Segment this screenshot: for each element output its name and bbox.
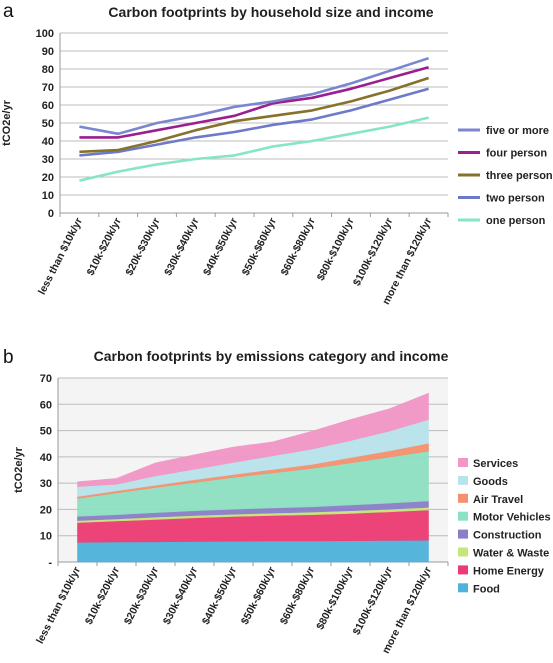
y-tick-label: 70	[42, 82, 54, 94]
y-tick-label: 20	[42, 172, 54, 184]
y-tick-label: 40	[40, 452, 52, 464]
x-tick-label: $50k-$60k/yr	[239, 565, 278, 627]
legend-swatch-air-travel	[458, 493, 468, 503]
y-tick-label: 40	[42, 136, 54, 148]
x-tick-label: $30k-$40k/yr	[161, 565, 200, 627]
line-three-person-series	[79, 76, 430, 154]
line-two-person-series	[79, 87, 429, 157]
legend-label-goods: Goods	[473, 476, 508, 488]
y-tick-label: 0	[48, 208, 54, 220]
legend-label-construction: Construction	[473, 530, 542, 542]
x-tick-label: $80k-$100k/yr	[314, 565, 356, 632]
area-services	[77, 392, 429, 487]
legend-label-motor-vehicles: Motor Vehicles	[473, 512, 551, 524]
legend-swatch-home-energy	[458, 565, 468, 575]
y-tick-label: 80	[42, 64, 54, 76]
legend-swatch-construction	[458, 529, 468, 539]
legend-swatch-food	[458, 583, 468, 593]
legend-label-services: Services	[473, 458, 518, 470]
y-tick-label: 30	[42, 154, 54, 166]
legend-label-food: Food	[473, 583, 500, 595]
x-tick-label: $40k-$50k/yr	[200, 565, 239, 627]
line-one-person-series	[79, 116, 429, 182]
legend-label-three-person: three person	[486, 170, 553, 182]
legend-label-air-travel: Air Travel	[473, 494, 523, 506]
y-tick-label: 100	[36, 28, 54, 40]
x-tick-label: $10k-$20k/yr	[83, 565, 122, 627]
y-tick-label: 50	[40, 426, 52, 438]
legend-label-one-person: one person	[486, 215, 546, 227]
x-tick-label: $60k-$80k/yr	[279, 216, 318, 278]
x-tick-label: $60k-$80k/yr	[278, 565, 317, 627]
x-tick-label: less than $10k/yr	[36, 216, 85, 297]
y-axis-label: tCO2e/yr	[13, 446, 25, 493]
legend-swatch-services	[458, 458, 468, 467]
panel-label: b	[3, 347, 14, 368]
y-tick-label: 20	[40, 504, 52, 516]
chart-title: Carbon footprints by household size and …	[108, 4, 433, 20]
x-tick-label: $20k-$30k/yr	[123, 216, 162, 278]
legend-label-four-person: four person	[486, 148, 547, 160]
y-axis-label: tCO2e/yr	[1, 99, 13, 146]
legend-label-two-person: two person	[486, 193, 545, 205]
y-tick-label: 90	[42, 46, 54, 58]
panel-label: a	[3, 1, 14, 22]
y-tick-label: 10	[42, 190, 54, 202]
legend-swatch-motor-vehicles	[458, 511, 468, 521]
y-tick-label: -	[48, 557, 52, 569]
x-tick-label: $10k-$20k/yr	[85, 216, 124, 278]
line-four-person-series	[79, 65, 429, 139]
y-tick-label: 70	[40, 373, 52, 385]
y-tick-label: 30	[40, 478, 52, 490]
y-tick-label: 50	[42, 118, 54, 130]
x-tick-label: $20k-$30k/yr	[122, 565, 161, 627]
x-tick-label: $50k-$60k/yr	[240, 216, 279, 278]
y-tick-label: 10	[40, 531, 52, 543]
x-tick-label: $100k-$120k/yr	[351, 216, 396, 288]
legend-swatch-goods	[458, 475, 468, 485]
legend-swatch-water-waste	[458, 547, 468, 557]
y-tick-label: 60	[40, 399, 52, 411]
x-tick-label: $80k-$100k/yr	[315, 216, 357, 283]
legend-label-water-waste: Water & Waste	[473, 548, 549, 560]
x-tick-label: less than $10k/yr	[34, 565, 83, 646]
chart-title: Carbon footprints by emissions category …	[94, 348, 449, 364]
x-tick-label: $40k-$50k/yr	[201, 216, 240, 278]
line-five-or-more-series	[79, 56, 430, 136]
legend-label-home-energy: Home Energy	[473, 565, 545, 577]
x-tick-label: $100k-$120k/yr	[351, 565, 396, 637]
y-tick-label: 60	[42, 100, 54, 112]
legend-label-five-or-more: five or more	[486, 125, 549, 137]
area-food	[77, 539, 429, 563]
x-tick-label: $30k-$40k/yr	[162, 216, 201, 278]
